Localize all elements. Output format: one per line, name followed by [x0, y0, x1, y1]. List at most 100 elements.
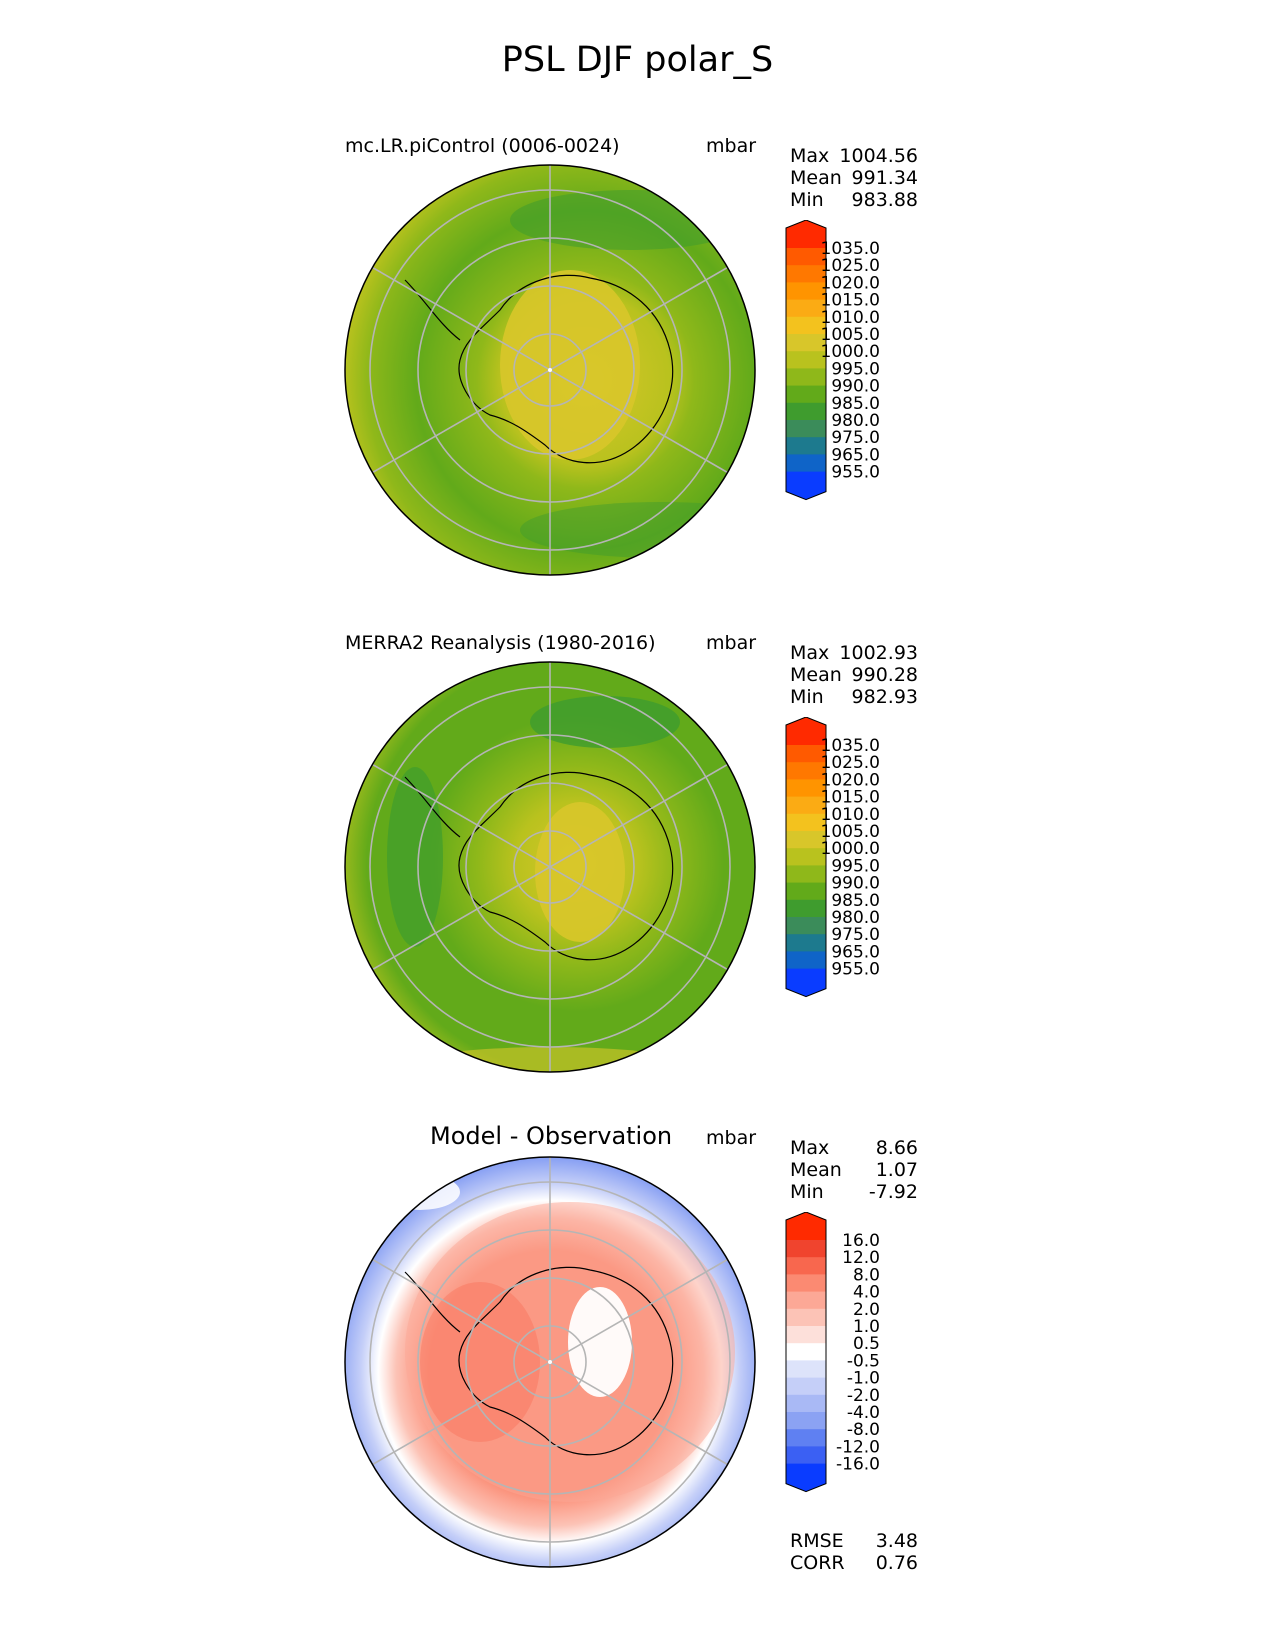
stat-label: Max	[790, 1137, 830, 1159]
stat-value: 983.88	[851, 189, 918, 211]
colorbar: 1035.01025.01020.01015.01010.01005.01000…	[785, 220, 880, 501]
colorbar-band	[786, 1291, 826, 1310]
colorbar-band	[786, 779, 826, 798]
stat-label: Mean	[790, 167, 842, 189]
colorbar-tick-label: 1025.0	[821, 256, 880, 276]
colorbar-tick-label: 1020.0	[821, 273, 880, 293]
metric-value: 3.48	[875, 1530, 918, 1552]
colorbar-band	[786, 248, 826, 266]
antarctica-coastline	[458, 274, 674, 464]
metric-value: 0.76	[875, 1552, 918, 1574]
peninsula-coastline	[404, 776, 461, 838]
stats-block: Max 1002.93 Mean 990.28 Min 982.93	[790, 642, 918, 708]
stat-label: Min	[790, 686, 824, 708]
metric-label: CORR	[790, 1552, 845, 1574]
colorbar-band	[786, 1377, 826, 1396]
colorbar-under-extend	[786, 968, 826, 997]
colorbar-band	[786, 368, 826, 387]
stat-value: 1.07	[875, 1159, 918, 1181]
colorbar-band	[786, 1240, 826, 1258]
colorbar-band	[786, 1446, 826, 1465]
colorbar-under-extend	[786, 1463, 826, 1492]
colorbar: 1035.01025.01020.01015.01010.01005.01000…	[785, 717, 880, 998]
colorbar-band	[786, 454, 826, 473]
colorbar-tick-label: -0.5	[847, 1351, 880, 1371]
colorbar-tick-label: 965.0	[831, 445, 880, 465]
metrics-block: RMSE 3.48 CORR 0.76	[790, 1530, 918, 1574]
colorbar-tick-label: 1035.0	[821, 239, 880, 259]
colorbar-band	[786, 1412, 826, 1430]
colorbar-tick-label: 12.0	[842, 1248, 880, 1268]
units-label: mbar	[706, 1127, 757, 1149]
colorbar-band	[786, 917, 826, 935]
neutral-anomaly-region	[568, 1287, 632, 1397]
stat-label: Mean	[790, 664, 842, 686]
colorbar-tick-label: 1025.0	[821, 753, 880, 773]
colorbar-band	[786, 1257, 826, 1275]
colorbar-band	[786, 813, 826, 832]
colorbar-band	[786, 1360, 826, 1379]
colorbar-tick-label: 955.0	[831, 960, 880, 980]
stat-label: Mean	[790, 1159, 842, 1181]
colorbar-outline	[785, 220, 827, 501]
colorbar-tick-label: 965.0	[831, 942, 880, 962]
units-label: mbar	[706, 632, 757, 654]
colorbar-tick-label: -2.0	[847, 1386, 880, 1406]
stat-value: 1002.93	[839, 642, 918, 664]
colorbar-tick-label: 1000.0	[821, 342, 880, 362]
colorbar-tick-label: 4.0	[853, 1283, 880, 1303]
colorbar-outline	[785, 1212, 827, 1493]
colorbar-outline	[785, 717, 827, 998]
stat-label: Max	[790, 145, 830, 167]
stat-label: Min	[790, 189, 824, 211]
units-label: mbar	[706, 135, 757, 157]
stat-value: 1004.56	[839, 145, 918, 167]
colorbar-band	[786, 316, 826, 335]
colorbar-band	[786, 899, 826, 918]
map-boundary	[344, 661, 756, 1073]
colorbar-band	[786, 1343, 826, 1361]
colorbar-tick-label: 1015.0	[821, 788, 880, 808]
colorbar-tick-label: 1010.0	[821, 805, 880, 825]
metric-label: RMSE	[790, 1530, 844, 1552]
stat-value: 991.34	[851, 167, 918, 189]
stat-label: Min	[790, 1181, 824, 1203]
colorbar-tick-label: 1035.0	[821, 736, 880, 756]
colorbar-band	[786, 848, 826, 866]
colorbar-band	[786, 745, 826, 763]
colorbar-band	[786, 762, 826, 780]
antarctica-coastline	[458, 771, 674, 961]
colorbar-band	[786, 934, 826, 952]
panel-title: Model - Observation	[430, 1122, 673, 1150]
colorbar-band	[786, 265, 826, 283]
colorbar-tick-label: -4.0	[847, 1403, 880, 1423]
stat-value: 990.28	[851, 664, 918, 686]
colorbar-tick-label: 985.0	[831, 891, 880, 911]
colorbar-band	[786, 882, 826, 901]
colorbar-band	[786, 1274, 826, 1293]
colorbar-band	[786, 299, 826, 318]
figure-title: PSL DJF polar_S	[501, 40, 774, 80]
colorbar-band	[786, 351, 826, 369]
colorbar-tick-label: 2.0	[853, 1300, 880, 1320]
colorbar-tick-label: -16.0	[836, 1455, 880, 1475]
panel-title: MERRA2 Reanalysis (1980-2016)	[345, 632, 656, 654]
stat-value: -7.92	[868, 1181, 918, 1203]
colorbar-over-extend	[786, 220, 826, 248]
colorbar-band	[786, 951, 826, 970]
polar-map-obs	[344, 661, 756, 1073]
colorbar-band	[786, 334, 826, 352]
colorbar-over-extend	[786, 717, 826, 745]
colorbar-tick-label: 985.0	[831, 394, 880, 414]
colorbar-tick-label: -8.0	[847, 1420, 880, 1440]
stat-label: Max	[790, 642, 830, 664]
colorbar-band	[786, 1429, 826, 1447]
colorbar-tick-label: 8.0	[853, 1265, 880, 1285]
colorbar-band	[786, 420, 826, 438]
colorbar-tick-label: 975.0	[831, 428, 880, 448]
high-pressure-region	[500, 270, 640, 460]
colorbar-band	[786, 385, 826, 404]
high-pressure-region	[535, 802, 625, 942]
south-pole-marker	[548, 368, 552, 372]
colorbar-tick-label: 1010.0	[821, 308, 880, 328]
